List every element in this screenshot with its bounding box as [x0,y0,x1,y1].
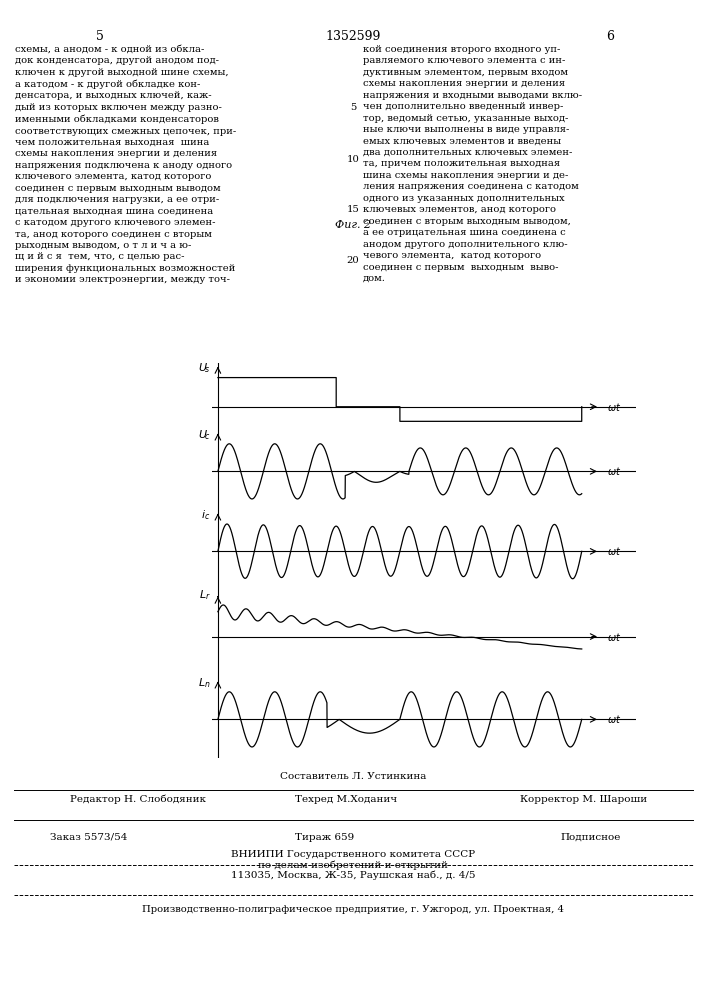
Text: 6: 6 [606,30,614,43]
Text: Корректор М. Шароши: Корректор М. Шароши [520,795,647,804]
Text: 1352599: 1352599 [325,30,380,43]
Text: схемы, а анодом - к одной из обкла-
док конденсатора, другой анодом под-
ключен : схемы, а анодом - к одной из обкла- док … [15,45,236,284]
Text: $i_c$: $i_c$ [201,508,211,522]
Text: Редактор Н. Слободяник: Редактор Н. Слободяник [70,795,206,804]
Text: 20: 20 [346,256,359,265]
Text: $U_{\!s}$: $U_{\!s}$ [198,361,211,375]
Text: $L_n$: $L_n$ [198,676,211,690]
Text: 5: 5 [96,30,104,43]
Text: 113035, Москва, Ж-35, Раушская наб., д. 4/5: 113035, Москва, Ж-35, Раушская наб., д. … [230,870,475,880]
Text: $\omega t$: $\omega t$ [607,465,621,477]
Text: ВНИИПИ Государственного комитета СССР: ВНИИПИ Государственного комитета СССР [231,850,475,859]
Text: $L_r$: $L_r$ [199,589,211,602]
Text: Составитель Л. Устинкина: Составитель Л. Устинкина [280,772,426,781]
Text: по делам изобретений и открытий: по делам изобретений и открытий [258,860,448,869]
Text: $\omega t$: $\omega t$ [607,713,621,725]
Text: Заказ 5573/54: Заказ 5573/54 [50,833,127,842]
Text: 10: 10 [346,155,359,164]
Text: Фиг. 2: Фиг. 2 [335,220,371,230]
Text: Тираж 659: Тираж 659 [295,833,354,842]
Text: Техред М.Хoданич: Техред М.Хoданич [295,795,397,804]
Text: 5: 5 [350,103,356,112]
Text: $\omega t$: $\omega t$ [607,631,621,643]
Text: кой соединения второго входного уп-
равляемого ключевого элемента с ин-
дуктивны: кой соединения второго входного уп- равл… [363,45,582,283]
Text: $U_{\!c}$: $U_{\!c}$ [198,428,211,442]
Text: Производственно-полиграфическое предприятие, г. Ужгород, ул. Проектная, 4: Производственно-полиграфическое предприя… [142,905,564,914]
Text: Подписное: Подписное [560,833,620,842]
Text: 15: 15 [346,205,359,214]
Text: $\omega t$: $\omega t$ [607,545,621,557]
Text: $\omega t$: $\omega t$ [607,401,621,413]
